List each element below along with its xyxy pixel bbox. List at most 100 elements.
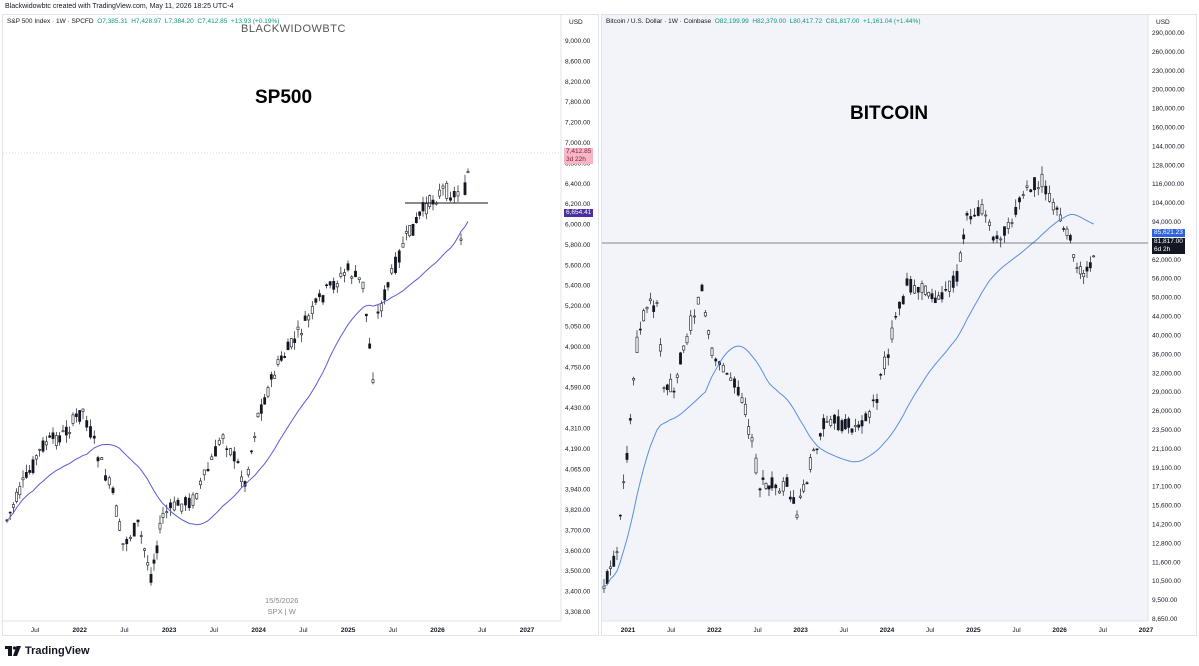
left-candle-body [176, 499, 180, 506]
right-candle-body [710, 347, 714, 356]
bitcoin-chart-panel[interactable]: USD 290,000.00 260,000.00 230,000.00 200,000… [601, 14, 1197, 636]
left-candle-body [236, 461, 240, 463]
sp500-current-price-tag: 7,412.85 3d 22h [564, 148, 594, 164]
left-candle-body [161, 512, 165, 518]
right-candle-body [767, 485, 771, 490]
right-candle-body [871, 399, 875, 402]
right-candle-body [788, 496, 792, 500]
right-candle-body [913, 285, 916, 294]
left-candle-body [111, 487, 115, 493]
left-candle-body [346, 263, 350, 271]
sp500-plot-area[interactable] [3, 15, 561, 621]
right-candle-body [940, 292, 944, 300]
left-y-tick-label: 3,940.00 [565, 487, 591, 494]
right-candle-body [923, 285, 927, 295]
right-candle-body [999, 238, 1003, 241]
right-candle-body [1044, 185, 1048, 195]
bitcoin-symbol: Bitcoin / U.S. Dollar · 1W · Coinbase [606, 18, 712, 25]
right-candle-body [1058, 214, 1062, 222]
sp500-chart-canvas[interactable]: USD 9,000.00 8,600.00 8,200.00 7,800.00 7,200… [3, 15, 599, 636]
right-candle-body [1065, 228, 1069, 236]
sp500-open: O7,385.31 [97, 18, 128, 25]
left-y-tick-label: 7,200.00 [565, 120, 591, 127]
left-y-tick-label: 7,000.00 [565, 140, 591, 147]
left-x-tick-label: Jul [478, 627, 487, 634]
right-candle-body [679, 352, 682, 365]
right-candle-body [628, 418, 632, 421]
right-candle-body [843, 418, 847, 430]
right-candle-body [615, 551, 619, 554]
left-candle-body [28, 470, 32, 473]
bitcoin-chart-canvas[interactable]: USD 290,000.00 260,000.00 230,000.00 200,000… [602, 15, 1197, 636]
left-candle-body [15, 491, 19, 502]
right-y-tick-label: 26,000.00 [1152, 408, 1181, 415]
left-candle-body [246, 468, 250, 476]
right-y-tick-label: 11,600.00 [1152, 559, 1181, 566]
right-candle-body [905, 278, 909, 286]
left-candle-body [206, 468, 210, 472]
left-candle-body [125, 538, 129, 545]
right-candle-body [798, 495, 802, 498]
left-candle-body [354, 270, 357, 278]
bitcoin-title: BITCOIN [850, 103, 929, 124]
left-candle-body [343, 272, 346, 276]
right-candle-body [1055, 207, 1059, 210]
right-candle-body [1072, 254, 1076, 258]
left-candle-body [408, 225, 412, 237]
right-candle-body [721, 364, 725, 373]
right-candle-body [818, 433, 822, 437]
right-candle-body [995, 235, 999, 240]
sp500-chart-panel[interactable]: USD 9,000.00 8,600.00 8,200.00 7,800.00 7,200… [2, 14, 599, 636]
right-candle-body [1078, 266, 1082, 275]
left-candle-body [328, 281, 332, 286]
right-candle-body [944, 289, 948, 291]
right-candle-body [700, 284, 704, 292]
left-candle-body [24, 471, 28, 478]
left-y-tick-label: 7,800.00 [565, 99, 591, 106]
bitcoin-low: L80,417.72 [789, 18, 823, 25]
left-candle-body [397, 250, 401, 263]
left-x-tick-label: 2027 [520, 627, 535, 634]
left-candle-body [259, 404, 263, 414]
tradingview-brand-label: TradingView [25, 645, 90, 657]
right-candle-body [736, 386, 740, 396]
left-candle-body [225, 448, 229, 450]
right-currency-label: USD [1156, 19, 1170, 26]
bitcoin-high: H82,379.00 [752, 18, 786, 25]
right-candle-body [988, 221, 991, 226]
left-candle-body [335, 283, 339, 288]
right-candle-body [652, 305, 656, 312]
right-candle-body [875, 399, 879, 403]
right-y-tick-label: 230,000.00 [1152, 68, 1185, 75]
right-candle-body [847, 418, 851, 428]
left-candle-body [118, 521, 122, 531]
right-y-tick-label: 14,200.00 [1152, 521, 1181, 528]
right-candle-body [685, 335, 689, 344]
tradingview-brand[interactable]: TradingView [5, 642, 90, 660]
left-candle-body [143, 548, 146, 551]
right-candle-body [612, 555, 616, 567]
left-candle-body [12, 504, 15, 508]
right-candle-body [689, 315, 693, 331]
right-y-tick-label: 9,500.00 [1152, 597, 1178, 604]
left-y-tick-label: 3,500.00 [565, 568, 591, 575]
right-y-tick-label: 56,000.00 [1152, 276, 1181, 283]
left-y-tick-label: 4,750.00 [565, 364, 591, 371]
left-candle-body [364, 313, 368, 317]
left-candle-body [386, 282, 390, 288]
left-candle-body [96, 457, 100, 462]
left-candle-body [51, 432, 55, 439]
left-y-tick-label: 4,190.00 [565, 446, 591, 453]
right-y-tick-label: 12,800.00 [1152, 540, 1181, 547]
right-candle-body [920, 283, 924, 293]
right-candle-body [962, 234, 966, 240]
left-candle-body [74, 413, 78, 417]
right-candle-body [976, 207, 980, 216]
right-y-tick-label: 200,000.00 [1152, 87, 1185, 94]
left-candle-body [78, 410, 82, 422]
right-candle-body [868, 411, 871, 418]
left-candle-body [187, 497, 191, 509]
left-candle-body [394, 256, 397, 273]
bitcoin-plot-area[interactable] [602, 15, 1148, 621]
right-y-tick-label: 50,000.00 [1152, 295, 1181, 302]
